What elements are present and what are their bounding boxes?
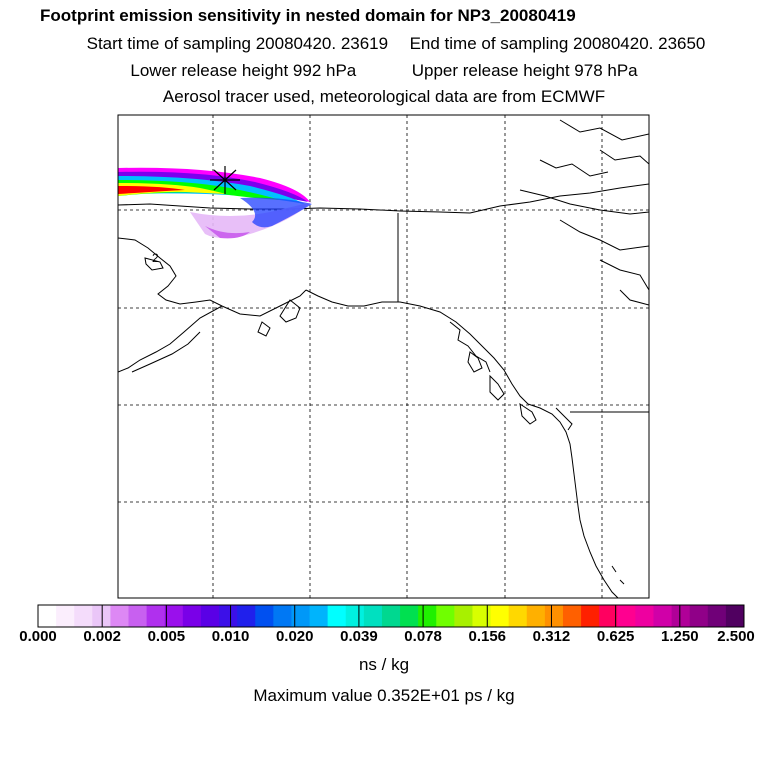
colorbar-cell <box>581 605 600 627</box>
colorbar-cell <box>472 605 492 627</box>
colorbar-cell <box>128 605 148 627</box>
colorbar-cell <box>38 605 57 627</box>
colorbar-tick-label: 0.312 <box>532 628 571 645</box>
colorbar-cell <box>110 605 130 627</box>
colorbar-cell <box>219 605 238 627</box>
colorbar-cell <box>725 605 745 627</box>
map-frame <box>117 114 650 599</box>
colorbar-cell <box>418 605 437 627</box>
colorbar-labels: 0.000 0.002 0.005 0.010 0.020 0.039 0.078 0.156… <box>0 628 768 650</box>
upper-height-label: Upper release height 978 hPa <box>411 61 638 80</box>
colorbar-tick-label: 2.500 <box>717 628 755 645</box>
colorbar-cell <box>291 605 311 627</box>
colorbar-cell <box>92 605 111 627</box>
colorbar-cell <box>689 605 709 627</box>
emission-plume <box>118 167 312 239</box>
colorbar-cell <box>255 605 274 627</box>
colorbar-tick-label: 1.250 <box>661 628 699 645</box>
colorbar-cell <box>273 605 292 627</box>
colorbar-cell <box>327 605 347 627</box>
colorbar-cell <box>345 605 365 627</box>
maximum-value-label: Maximum value 0.352E+01 ps / kg <box>253 686 515 705</box>
colorbar-cell <box>599 605 618 627</box>
colorbar-cell <box>526 605 546 627</box>
colorbar-cell <box>400 605 419 627</box>
colorbar-tick-label: 0.020 <box>275 628 314 645</box>
colorbar-cell <box>309 605 329 627</box>
colorbar-cell <box>146 605 166 627</box>
colorbar-frame <box>37 604 745 628</box>
colorbar-cell <box>56 605 75 627</box>
tracer-info-label: Aerosol tracer used, meteorological data… <box>162 87 606 106</box>
colorbar-tick-label: 0.625 <box>596 628 635 645</box>
colorbar-cell <box>562 605 582 627</box>
colorbar-tick-label: 0.000 <box>19 628 57 645</box>
colorbar-tick-label: 0.039 <box>340 628 378 645</box>
colorbar-cell <box>363 605 383 627</box>
map-title: Footprint emission sensitivity in nested… <box>40 6 576 25</box>
colorbar-cell <box>182 605 202 627</box>
colorbar-tick-label: 0.156 <box>468 628 507 645</box>
colorbar-cell <box>617 605 636 627</box>
colorbar-tick-label: 0.002 <box>83 628 121 645</box>
release-point-icon <box>210 166 240 194</box>
colorbar-cell <box>74 605 93 627</box>
colorbar-cell <box>544 605 564 627</box>
colorbar-cell <box>707 605 727 627</box>
colorbar-cell <box>635 605 654 627</box>
end-time-label: End time of sampling 20080420. 23650 <box>409 34 706 53</box>
colorbar-units: ns / kg <box>358 655 410 674</box>
colorbar-tick-label: 0.078 <box>404 628 442 645</box>
sampling-times-line: Start time of sampling 20080420. 23619 E… <box>0 34 768 54</box>
colorbar-tick-label: 0.010 <box>211 628 250 645</box>
colorbar-cells <box>38 605 745 627</box>
release-heights-line: Lower release height 992 hPa Upper relea… <box>0 61 768 81</box>
colorbar-cell <box>671 605 691 627</box>
colorbar-tick-label: 0.005 <box>147 628 186 645</box>
colorbar-cell <box>237 605 256 627</box>
lower-height-label: Lower release height 992 hPa <box>130 61 357 80</box>
colorbar-cell <box>164 605 184 627</box>
colorbar-cell <box>200 605 220 627</box>
lat-lon-grid <box>118 115 649 598</box>
colorbar-cell <box>508 605 528 627</box>
start-time-label: Start time of sampling 20080420. 23619 <box>86 34 389 53</box>
colorbar-cell <box>490 605 510 627</box>
colorbar-cell <box>653 605 673 627</box>
colorbar-cell <box>454 605 473 627</box>
colorbar-cell <box>381 605 401 627</box>
colorbar-cell <box>436 605 455 627</box>
contour-label: 2 <box>152 251 159 265</box>
